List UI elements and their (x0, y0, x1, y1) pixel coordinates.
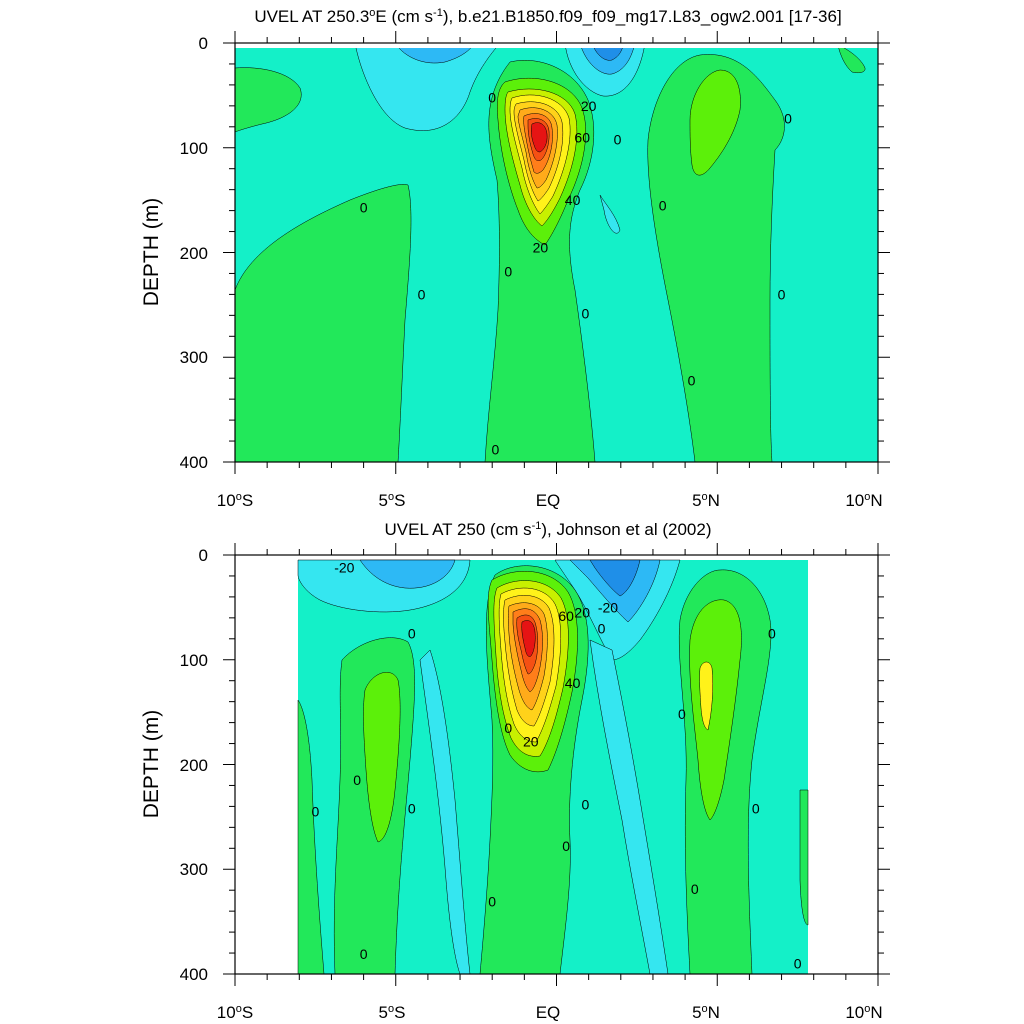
x-tick-labels: 10oS 5oS EQ 5oN 10oN (217, 1003, 883, 1022)
y-axis-label: DEPTH (m) (140, 198, 163, 307)
y-tick-label: 0 (199, 546, 208, 565)
contour-label: 0 (353, 772, 361, 788)
contour-label: 40 (565, 675, 581, 691)
y-tick-label: 300 (180, 348, 208, 367)
contour-label: 0 (360, 946, 368, 962)
x-tick-label: 10oS (217, 491, 253, 510)
x-tick-label: 5oS (379, 491, 406, 510)
axis-ticks (223, 31, 890, 474)
x-tick-label: 5oS (379, 1003, 406, 1022)
y-tick-label: 300 (180, 860, 208, 879)
y-tick-labels: 0 100 200 300 400 (180, 34, 208, 472)
y-tick-label: 400 (180, 965, 208, 984)
contour-label: 20 (533, 239, 549, 255)
contour-label: 0 (598, 620, 606, 636)
x-tick-label: 5oN (692, 1003, 720, 1022)
contour-label: 0 (794, 956, 802, 972)
y-tick-label: 0 (199, 34, 208, 53)
y-tick-label: 200 (180, 244, 208, 263)
contour-label: 0 (408, 800, 416, 816)
contour-label: 0 (408, 626, 416, 642)
contour-label: 0 (488, 894, 496, 910)
contour-label: 0 (752, 800, 760, 816)
y-tick-label: 400 (180, 453, 208, 472)
contour-label: 0 (562, 838, 570, 854)
panel-title: UVEL AT 250 (cm s-1), Johnson et al (200… (385, 520, 712, 539)
y-tick-labels: 0 100 200 300 400 (180, 546, 208, 984)
contour-label: 0 (688, 372, 696, 388)
x-tick-label: EQ (536, 1003, 561, 1022)
contour-label: 0 (418, 286, 426, 302)
contour-label: 0 (504, 720, 512, 736)
contour-label: 60 (574, 129, 590, 145)
x-tick-label: 5oN (692, 491, 720, 510)
contour-label: 20 (523, 733, 539, 749)
contour-label: 60 (558, 608, 574, 624)
contour-label: 40 (565, 192, 581, 208)
panel-model: UVEL AT 250.3oE (cm s-1), b.e21.B1850.f0… (140, 7, 890, 510)
contour-label: 0 (504, 263, 512, 279)
contour-label: -20 (334, 560, 354, 576)
x-tick-label: EQ (536, 491, 561, 510)
contour-label: 0 (778, 286, 786, 302)
x-tick-labels: 10oS 5oS EQ 5oN 10oN (217, 491, 883, 510)
surface-gap (235, 43, 878, 48)
contour-label: 0 (360, 199, 368, 215)
contour-label: 0 (768, 626, 776, 642)
y-axis-label: DEPTH (m) (140, 710, 163, 819)
contour-label: 0 (784, 110, 792, 126)
contour-label: 20 (574, 605, 590, 621)
contour-field (235, 43, 878, 462)
y-tick-label: 100 (180, 139, 208, 158)
contour-label: 0 (492, 441, 500, 457)
contour-label: 20 (581, 98, 597, 114)
panel-observations: UVEL AT 250 (cm s-1), Johnson et al (200… (140, 520, 890, 1022)
contour-label: 0 (614, 131, 622, 147)
x-tick-label: 10oN (845, 491, 882, 510)
x-tick-label: 10oN (845, 1003, 882, 1022)
y-tick-label: 100 (180, 651, 208, 670)
axis-ticks (223, 543, 890, 986)
contour-label: 0 (691, 881, 699, 897)
contour-label: 0 (311, 804, 319, 820)
contour-label: 0 (488, 89, 496, 105)
y-tick-label: 200 (180, 756, 208, 775)
panel-title: UVEL AT 250.3oE (cm s-1), b.e21.B1850.f0… (254, 7, 841, 26)
contour-label: -20 (598, 599, 618, 615)
contour-label: 0 (659, 197, 667, 213)
contour-label: 0 (678, 706, 686, 722)
x-tick-label: 10oS (217, 1003, 253, 1022)
contour-label: 0 (582, 305, 590, 321)
contour-label: 0 (582, 796, 590, 812)
contour-field (297, 559, 818, 974)
contour-label-layer: 0 20 60 0 0 40 0 0 20 0 0 0 0 0 0 (360, 89, 792, 457)
